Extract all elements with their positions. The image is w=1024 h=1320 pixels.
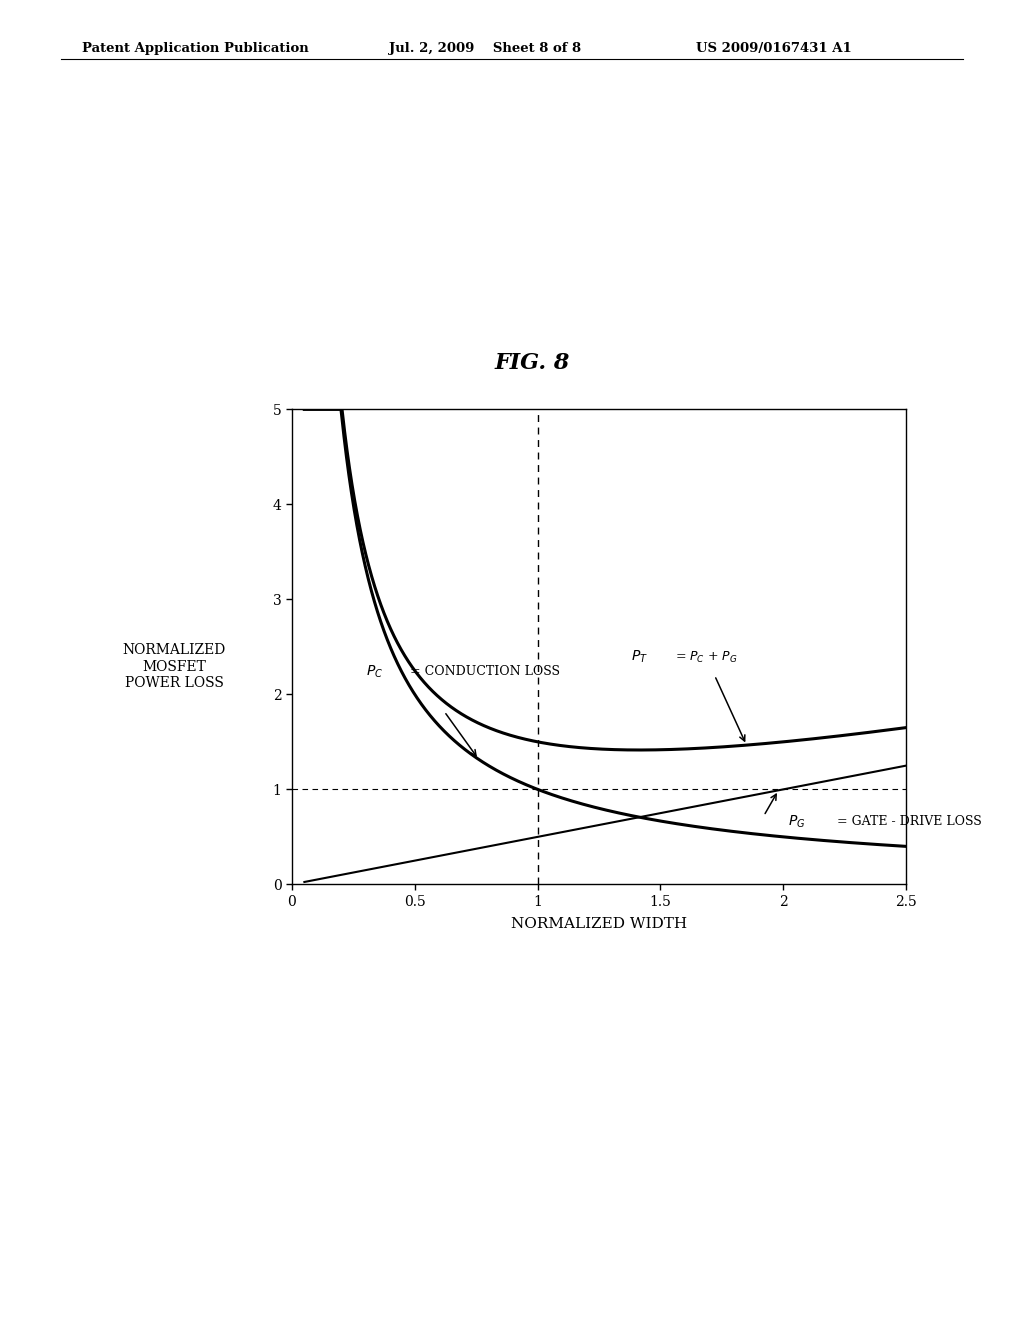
Text: FIG. 8: FIG. 8	[495, 352, 570, 374]
Text: $P_G$: $P_G$	[788, 813, 806, 830]
Text: US 2009/0167431 A1: US 2009/0167431 A1	[696, 42, 852, 55]
Text: Jul. 2, 2009    Sheet 8 of 8: Jul. 2, 2009 Sheet 8 of 8	[389, 42, 582, 55]
X-axis label: NORMALIZED WIDTH: NORMALIZED WIDTH	[511, 917, 687, 931]
Text: $P_T$: $P_T$	[631, 649, 648, 665]
Text: Patent Application Publication: Patent Application Publication	[82, 42, 308, 55]
Text: = CONDUCTION LOSS: = CONDUCTION LOSS	[410, 665, 560, 678]
Text: NORMALIZED
MOSFET
POWER LOSS: NORMALIZED MOSFET POWER LOSS	[123, 643, 225, 690]
Text: $P_C$: $P_C$	[366, 664, 383, 680]
Text: = GATE - DRIVE LOSS: = GATE - DRIVE LOSS	[838, 816, 982, 829]
Text: = $P_C$ + $P_G$: = $P_C$ + $P_G$	[675, 649, 738, 665]
